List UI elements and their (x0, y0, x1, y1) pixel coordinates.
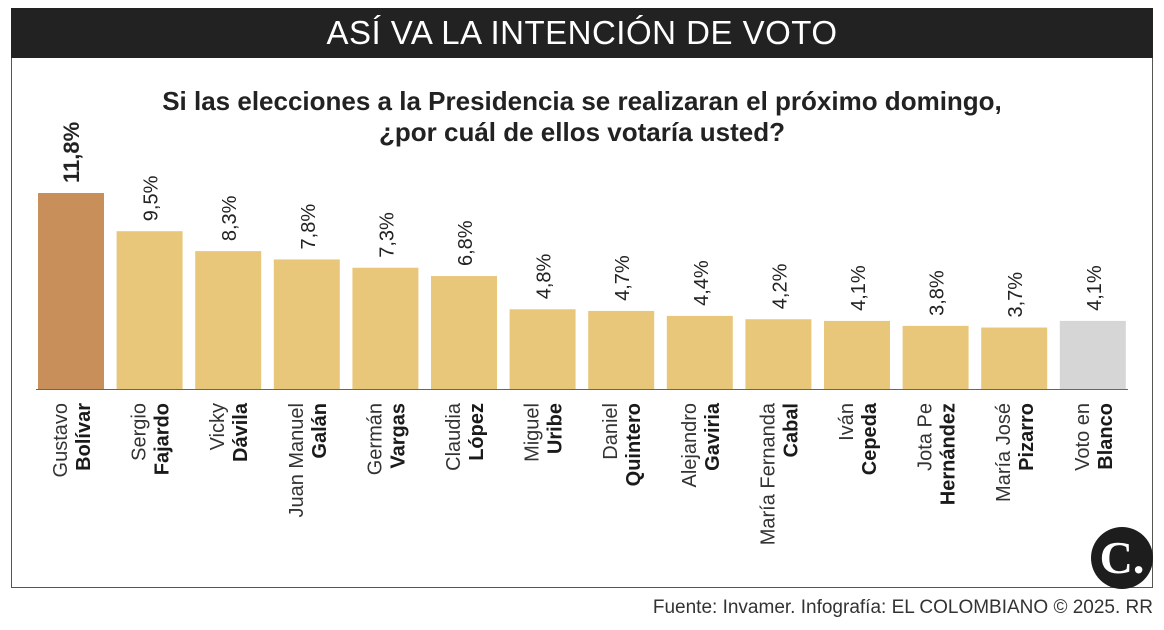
bar-4 (273, 259, 340, 389)
bar-10 (745, 319, 812, 389)
value-label-14: 4,1% (1084, 265, 1106, 311)
value-label-7: 4,8% (534, 253, 556, 299)
category-last-name: Bolívar (73, 403, 95, 471)
value-label-10: 4,2% (769, 263, 791, 309)
category-first-name: Germán (364, 403, 386, 475)
category-last-name: Cepeda (859, 402, 881, 475)
category-label-2: SergioFajardo (129, 403, 174, 475)
category-label-4: Juan ManuelGalán (286, 403, 331, 518)
chart-header: ASÍ VA LA INTENCIÓN DE VOTO (11, 8, 1153, 58)
bar-7 (509, 309, 576, 389)
category-first-name: Alejandro (679, 403, 701, 488)
category-first-name: María José (993, 403, 1015, 502)
bar-9 (666, 315, 733, 389)
value-label-3: 8,3% (219, 195, 241, 241)
category-last-name: Uribe (545, 403, 567, 454)
category-label-11: IvánCepeda (836, 402, 881, 475)
chart-subtitle: Si las elecciones a la Presidencia se re… (11, 86, 1153, 148)
value-label-6: 6,8% (455, 220, 477, 266)
bar-14 (1059, 320, 1126, 389)
category-last-name: Cabal (780, 403, 802, 457)
category-label-7: MiguelUribe (522, 403, 567, 462)
category-last-name: Vargas (387, 403, 409, 469)
category-label-9: AlejandroGaviria (679, 402, 724, 487)
value-label-2: 9,5% (141, 175, 163, 221)
category-last-name: Gaviria (702, 402, 724, 471)
category-last-name: Fajardo (152, 403, 174, 475)
category-first-name: Jota Pe (915, 403, 937, 471)
value-label-5: 7,3% (376, 212, 398, 258)
category-last-name: Dávila (230, 402, 252, 462)
source-footer: Fuente: Invamer. Infografía: EL COLOMBIA… (652, 597, 1153, 618)
chart-title: ASÍ VA LA INTENCIÓN DE VOTO (326, 14, 838, 51)
category-label-1: GustavoBolívar (50, 403, 95, 478)
value-label-11: 4,1% (848, 265, 870, 311)
category-label-3: VickyDávila (207, 402, 252, 462)
category-label-5: GermánVargas (364, 403, 409, 475)
value-label-1: 11,8% (59, 122, 84, 183)
category-last-name: Blanco (1095, 403, 1117, 470)
category-label-12: Jota PeHernández (915, 403, 960, 505)
category-first-name: María Fernanda (757, 402, 779, 545)
bar-13 (981, 327, 1048, 389)
category-label-6: ClaudiaLópez (443, 402, 488, 471)
bar-6 (431, 276, 497, 389)
subtitle-line-1: Si las elecciones a la Presidencia se re… (162, 86, 1002, 116)
category-first-name: Daniel (600, 403, 622, 460)
bar-5 (352, 267, 419, 389)
category-label-8: DanielQuintero (600, 403, 645, 486)
value-label-4: 7,8% (298, 204, 320, 250)
bar-1 (38, 193, 104, 389)
category-last-name: López (466, 403, 488, 461)
logo-text: C. (1099, 532, 1145, 583)
bar-12 (902, 325, 969, 389)
bar-11 (824, 320, 890, 389)
category-label-14: Voto enBlanco (1072, 403, 1117, 471)
category-first-name: Voto en (1072, 403, 1094, 471)
category-last-name: Quintero (623, 403, 645, 486)
category-first-name: Miguel (522, 403, 544, 462)
value-label-12: 3,8% (927, 270, 949, 316)
category-first-name: Sergio (129, 403, 151, 461)
bar-8 (588, 310, 655, 389)
category-label-10: María FernandaCabal (757, 402, 802, 545)
el-colombiano-logo: C. (1091, 527, 1153, 589)
value-label-9: 4,4% (691, 260, 713, 306)
category-first-name: Claudia (443, 402, 465, 471)
bar-3 (195, 251, 262, 389)
category-first-name: Vicky (207, 403, 229, 450)
category-first-name: Iván (836, 403, 858, 441)
subtitle-line-2: ¿por cuál de ellos votaría usted? (379, 117, 785, 147)
category-last-name: Hernández (938, 403, 960, 505)
category-first-name: Juan Manuel (286, 403, 308, 518)
chart-panel (11, 58, 1153, 588)
category-first-name: Gustavo (50, 403, 72, 477)
category-label-13: María JoséPizarro (993, 403, 1038, 502)
category-last-name: Galán (309, 403, 331, 459)
bar-2 (116, 231, 183, 389)
value-label-13: 3,7% (1005, 272, 1027, 318)
category-last-name: Pizarro (1016, 403, 1038, 471)
value-label-8: 4,7% (612, 255, 634, 301)
